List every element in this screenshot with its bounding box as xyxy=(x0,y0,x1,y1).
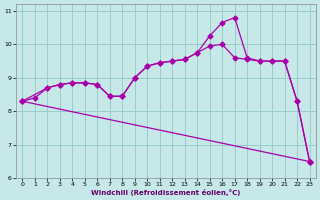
X-axis label: Windchill (Refroidissement éolien,°C): Windchill (Refroidissement éolien,°C) xyxy=(91,189,241,196)
